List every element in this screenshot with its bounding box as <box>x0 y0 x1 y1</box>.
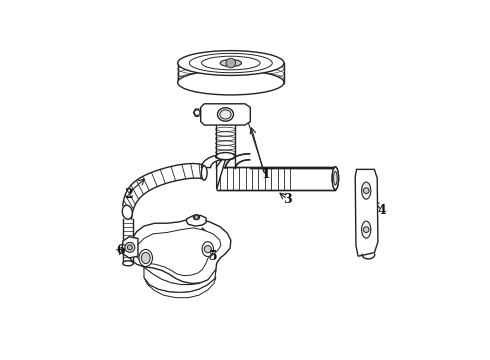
Ellipse shape <box>220 110 231 119</box>
Ellipse shape <box>332 167 339 190</box>
Ellipse shape <box>332 167 339 190</box>
Circle shape <box>204 246 211 253</box>
Ellipse shape <box>216 154 235 159</box>
Ellipse shape <box>218 108 233 121</box>
Polygon shape <box>225 154 249 168</box>
Polygon shape <box>144 267 216 292</box>
Circle shape <box>364 188 369 193</box>
Ellipse shape <box>122 205 132 219</box>
Circle shape <box>127 245 132 250</box>
Polygon shape <box>201 104 250 125</box>
Polygon shape <box>122 163 204 219</box>
Ellipse shape <box>141 252 150 264</box>
Polygon shape <box>187 215 206 226</box>
Circle shape <box>364 227 369 233</box>
Circle shape <box>125 242 135 252</box>
Text: 5: 5 <box>209 250 218 263</box>
Ellipse shape <box>334 171 337 185</box>
Ellipse shape <box>178 51 284 76</box>
Ellipse shape <box>139 249 152 266</box>
Ellipse shape <box>201 56 260 70</box>
Polygon shape <box>201 154 225 190</box>
Circle shape <box>195 215 198 219</box>
Text: 6: 6 <box>117 244 125 257</box>
Polygon shape <box>355 169 378 256</box>
FancyBboxPatch shape <box>217 167 335 190</box>
Ellipse shape <box>216 154 235 159</box>
Text: 2: 2 <box>123 188 132 201</box>
Ellipse shape <box>178 70 284 95</box>
Polygon shape <box>122 237 138 258</box>
Ellipse shape <box>216 153 235 159</box>
Text: 1: 1 <box>262 168 270 181</box>
Circle shape <box>226 58 236 68</box>
Polygon shape <box>135 228 221 276</box>
Polygon shape <box>128 219 231 283</box>
Circle shape <box>195 110 200 116</box>
Ellipse shape <box>189 53 272 73</box>
Ellipse shape <box>362 182 371 199</box>
Ellipse shape <box>201 166 207 180</box>
Text: 4: 4 <box>377 204 386 217</box>
Ellipse shape <box>362 221 371 238</box>
Text: 3: 3 <box>283 193 292 206</box>
Ellipse shape <box>193 215 199 220</box>
Polygon shape <box>144 278 216 298</box>
Ellipse shape <box>220 59 242 67</box>
Ellipse shape <box>122 261 133 266</box>
Ellipse shape <box>202 242 214 257</box>
